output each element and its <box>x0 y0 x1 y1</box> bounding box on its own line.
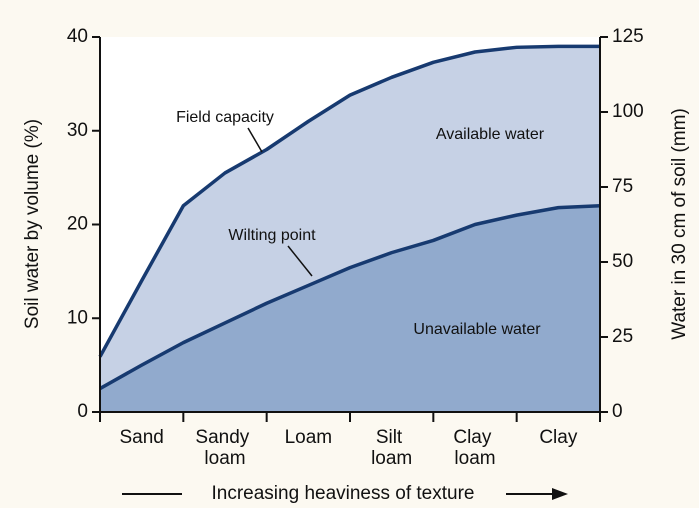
y-tick-label: 10 <box>67 307 88 328</box>
y2-axis-label: Water in 30 cm of soil (mm) <box>669 108 690 340</box>
y-tick-label: 30 <box>67 120 88 141</box>
leader-line <box>287 245 313 277</box>
series-line <box>99 204 601 391</box>
series-label: Wilting point <box>228 227 316 244</box>
leader-line <box>247 127 263 153</box>
annotation: Available water <box>436 126 545 143</box>
area-fill <box>100 205 600 412</box>
x-tick-label: Silt loam <box>371 427 412 469</box>
x-tick-label: Sandy loam <box>195 427 254 469</box>
y2-tick-label: 100 <box>612 101 644 122</box>
y-tick-label: 20 <box>67 214 88 235</box>
y2-tick-label: 125 <box>612 26 644 47</box>
annotation: Unavailable water <box>413 321 541 338</box>
y-tick-label: 40 <box>67 26 88 47</box>
y-axis-label: Soil water by volume (%) <box>22 119 43 329</box>
series-line <box>98 44 600 358</box>
y2-tick-label: 50 <box>612 251 633 272</box>
y-tick-label: 0 <box>77 401 88 422</box>
y2-tick-label: 75 <box>612 176 633 197</box>
x-tick-label: Loam <box>285 427 333 448</box>
series-label: Field capacity <box>176 109 274 126</box>
x-tick-label: Clay <box>539 427 578 448</box>
arrow-head <box>552 488 568 500</box>
x-tick-label: Clay loam <box>453 427 496 469</box>
y2-tick-label: 25 <box>612 326 633 347</box>
x-axis-label: Increasing heaviness of texture <box>212 483 475 504</box>
x-tick-label: Sand <box>119 427 163 448</box>
y2-tick-label: 0 <box>612 401 623 422</box>
